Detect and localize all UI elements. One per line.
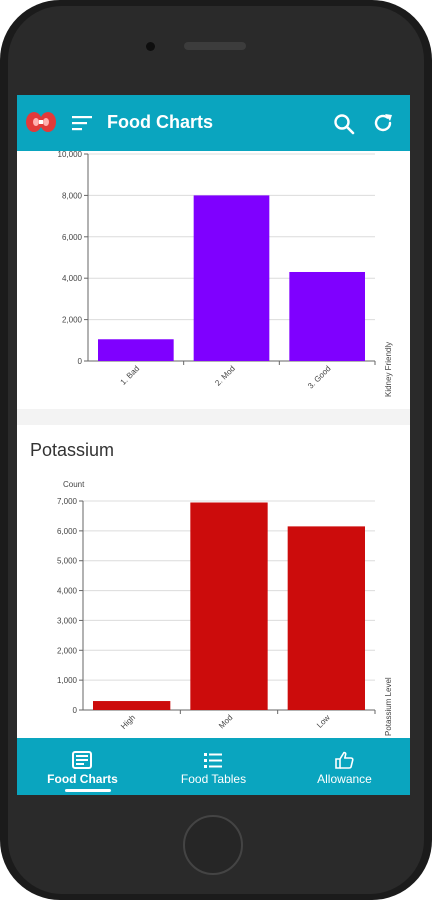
x-tick-label: High (119, 713, 137, 731)
x-axis-label: Kidney Friendly (384, 342, 393, 397)
x-tick-label: 1. Bad (119, 364, 142, 387)
kidney-friendly-chart: 0 2,000 4,000 6,000 8,000 10,000 1. Bad 2. Mod 3… (58, 151, 393, 397)
y-tick-label: 6,000 (57, 527, 78, 536)
y-tick-label: 10,000 (58, 151, 83, 159)
y-tick-label: 4,000 (62, 274, 83, 283)
nav-label-food-charts: Food Charts (47, 772, 118, 786)
x-axis-label: Potassium Level (384, 677, 393, 736)
y-tick-label: 8,000 (62, 191, 83, 200)
y-tick-label: 6,000 (62, 233, 83, 242)
news-icon (72, 751, 92, 769)
y-tick-label: 3,000 (57, 616, 78, 625)
bar (93, 701, 171, 710)
front-camera (146, 42, 155, 51)
nav-label-allowance: Allowance (317, 772, 372, 786)
list-icon (204, 753, 222, 768)
y-tick-label: 2,000 (62, 316, 83, 325)
active-tab-indicator (65, 789, 111, 792)
y-tick-label: 4,000 (57, 587, 78, 596)
nav-food-charts[interactable]: Food Charts (17, 738, 148, 795)
menu-icon[interactable] (72, 115, 92, 131)
nav-allowance[interactable]: Allowance (279, 738, 410, 795)
potassium-chart: Count 0 1,000 2,000 3,000 4,000 5,000 6,000 7,00… (57, 480, 393, 736)
x-tick-label: Mod (217, 713, 234, 730)
y-tick-label: 0 (73, 706, 78, 715)
x-tick-label: Low (315, 713, 332, 730)
app-screen: Food Charts 0 2,000 4,000 6,000 8,000 10,000 1… (17, 95, 410, 795)
search-icon[interactable] (333, 113, 355, 135)
nav-food-tables[interactable]: Food Tables (148, 738, 279, 795)
bottom-navigation: Food Charts Food Tables (17, 738, 410, 795)
y-tick-label: 2,000 (57, 646, 78, 655)
speaker-grille (184, 42, 246, 50)
refresh-icon[interactable] (372, 112, 394, 134)
bar (287, 526, 365, 710)
y-tick-label: 7,000 (57, 497, 78, 506)
bar (190, 502, 268, 710)
potassium-card-title: Potassium (30, 440, 115, 460)
bar (193, 195, 270, 361)
home-button[interactable] (183, 815, 243, 875)
bar (289, 271, 365, 361)
bar (98, 339, 174, 361)
y-tick-label: 0 (78, 357, 83, 366)
x-tick-label: 2. Mod (213, 364, 237, 388)
card-divider (17, 409, 410, 425)
app-bar: Food Charts (17, 95, 410, 151)
y-axis-label: Count (63, 480, 85, 489)
app-title: Food Charts (107, 112, 213, 132)
chart-scroll-area[interactable]: 0 2,000 4,000 6,000 8,000 10,000 1. Bad 2. Mod 3… (17, 151, 410, 738)
x-tick-label: 3. Good (306, 364, 332, 390)
kidney-logo-icon (26, 112, 56, 132)
y-tick-label: 5,000 (57, 557, 78, 566)
y-tick-label: 1,000 (57, 676, 78, 685)
nav-label-food-tables: Food Tables (180, 772, 247, 786)
thumbs-up-icon (335, 751, 354, 769)
